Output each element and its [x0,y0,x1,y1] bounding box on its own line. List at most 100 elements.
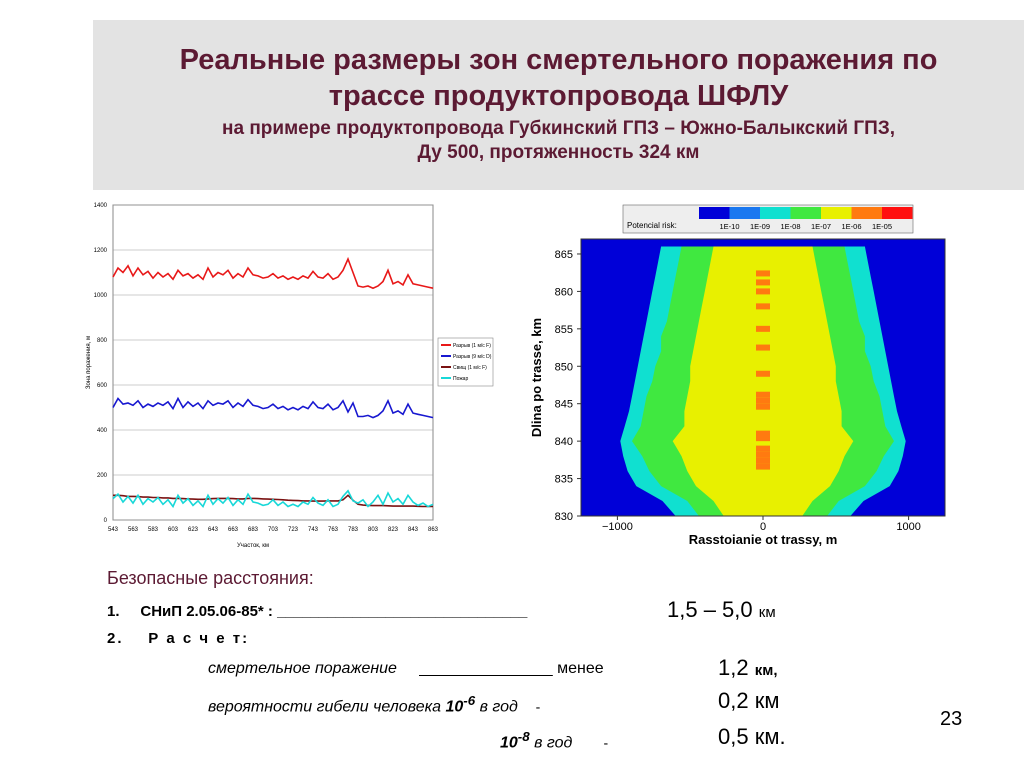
x-tick-label: 743 [308,527,319,533]
high-risk-spot [756,325,770,332]
legend-color-6 [882,207,913,219]
legend-label: Разрыв (1 м/с F) [453,343,491,349]
lethal-damage-less: менее [557,660,604,677]
y-tick-label: 1000 [94,293,108,299]
probability-1e8-dash: - [603,734,609,751]
x-axis-label: Rasstoianie ot trassy, m [689,532,838,547]
high-risk-spot [756,288,770,295]
legend-color-3 [790,207,821,219]
x-tick-label: 683 [248,527,259,533]
y-tick-label: 845 [555,399,573,411]
legend-value: 1E-05 [872,222,892,231]
lethal-damage-row: смертельное поражение _______________ ме… [208,655,778,680]
y-tick-label: 600 [97,383,108,389]
legend-value: 1E-09 [750,222,770,231]
x-tick-label: 703 [268,527,279,533]
x-tick-label: 583 [148,527,159,533]
y-tick-label: 800 [97,338,108,344]
high-risk-spot [756,344,770,351]
x-tick-label: 823 [388,527,399,533]
safe-distances-title: Безопасные расстояния: [107,568,314,588]
legend-color-2 [760,207,791,219]
y-tick-label: 860 [555,286,573,298]
x-tick-label: 623 [188,527,199,533]
y-tick-label: 1400 [94,203,108,209]
lethal-damage-line: _______________ [419,660,553,677]
x-tick-label: 643 [208,527,219,533]
probability-1e6-exp: -6 [463,693,476,708]
probability-1e6-suffix: в год [479,698,518,716]
legend-color-0 [699,207,730,219]
x-tick-label: 863 [428,527,439,533]
x-tick-label: 723 [288,527,299,533]
high-risk-spot [756,457,770,464]
legend-value: 1E-10 [719,222,739,231]
x-tick-label: 1000 [896,521,920,533]
item1-label: СНиП 2.05.06-85* : _____________________… [140,603,528,620]
damage-zone-line-chart: 0 200 400 600 800 1000 1200 1400 543 563 583 603 623… [86,203,494,549]
probability-1e8-suffix: в год [534,734,573,752]
calculation-item: 2. Р а с ч е т: [107,630,249,647]
item2-label: Р а с ч е т: [148,630,250,647]
x-tick-label: 843 [408,527,419,533]
zone-yellow [672,246,854,516]
high-risk-spot [756,270,770,277]
series-line-1 [112,256,434,290]
probability-1e6-dash: - [535,698,541,715]
legend-color-5 [851,207,882,219]
high-risk-spot [756,397,770,404]
y-tick-label: 0 [104,518,108,524]
legend-label: Разрыв (9 м/с D) [453,354,492,360]
plot-area [112,204,434,521]
probability-1e8-base: 10 [500,734,518,752]
x-tick-label: −1000 [602,521,633,533]
y-tick-label: 1200 [94,248,108,254]
y-tick-label: 855 [555,324,573,336]
x-axis-label: Участок, км [237,543,269,549]
potential-risk-heatmap: Potencial risk: 1E-10 1E-09 1E-08 1E-07 1E-06… [529,204,946,547]
y-tick-label: 865 [555,249,573,261]
high-risk-spot [756,435,770,442]
probability-1e8-value: 0,5 км. [718,724,786,749]
legend-value: 1E-07 [811,222,831,231]
high-risk-spot [756,303,770,310]
x-tick-label: 543 [108,527,119,533]
high-risk-spot [756,463,770,470]
y-tick-label: 840 [555,436,573,448]
x-tick-label: 803 [368,527,379,533]
y-tick-label: 200 [97,473,108,479]
probability-1e6-row: вероятности гибели человека 10-6 в год -… [208,688,779,716]
item2-number: 2. [107,630,124,647]
snip-item: 1. СНиП 2.05.06-85* : __________________… [107,597,776,622]
y-tick-label: 850 [555,361,573,373]
lethal-damage-value: 1,2 [718,655,749,680]
probability-1e6-base: 10 [445,698,464,716]
probability-1e8-exp: -8 [517,729,530,744]
probability-1e8-row: 10-8 в год - 0,5 км. [500,724,786,752]
lethal-damage-label: смертельное поражение [208,660,397,677]
item1-range: 1,5 – 5,0 [667,597,753,622]
probability-label: вероятности гибели человека [208,698,442,716]
x-tick-label: 783 [348,527,359,533]
page-subtitle-line2: Ду 500, протяженность 324 км [417,142,700,163]
legend-label: Свищ (1 м/с F) [453,365,487,371]
y-tick-label: 400 [97,428,108,434]
high-risk-spot [756,451,770,458]
legend-label: Пожар [453,376,468,382]
risk-legend-title: Potencial risk: [627,221,677,230]
legend-value: 1E-08 [780,222,800,231]
y-axis-label: Зона поражения, м [86,336,92,389]
probability-1e6-value: 0,2 км [718,688,780,713]
item1-unit: км [758,604,776,621]
legend-color-1 [729,207,760,219]
high-risk-spot [756,279,770,286]
high-risk-spot [756,445,770,452]
item1-range-group: 1,5 – 5,0 км [667,597,776,623]
high-risk-spot [756,391,770,398]
legend-color-4 [821,207,852,219]
y-tick-label: 835 [555,474,573,486]
x-tick-label: 0 [760,521,766,533]
title-banner [93,20,1024,190]
lethal-damage-value-group: 1,2 км, [718,655,778,681]
y-tick-label: 830 [555,511,573,523]
